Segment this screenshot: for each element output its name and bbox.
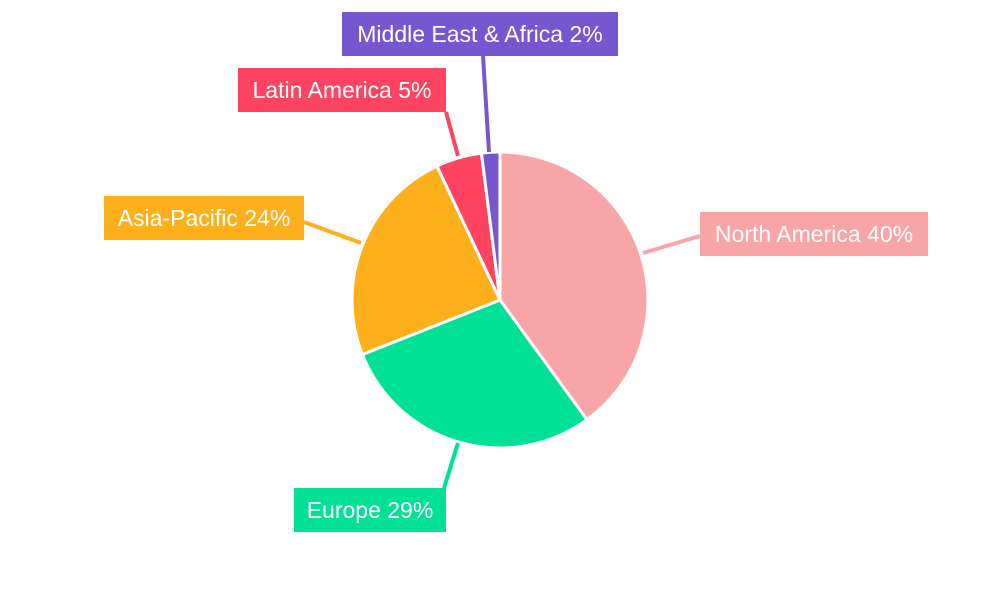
label-box: [342, 12, 618, 56]
leader-line: [481, 55, 491, 153]
label-box: [294, 488, 446, 532]
leader-line: [303, 220, 362, 245]
pie-slice-middle-east-and-africa[interactable]: [479, 150, 502, 302]
pie-slice-north-america[interactable]: [498, 150, 650, 422]
label-text: Asia-Pacific 24%: [118, 205, 291, 231]
pie-slices: [350, 150, 650, 450]
leader-line: [642, 234, 701, 255]
leader-line: [444, 111, 460, 157]
label-text: Middle East & Africa 2%: [357, 21, 602, 47]
label-box: [700, 212, 928, 256]
slice-label-asia-pacific: Asia-Pacific 24%: [104, 196, 362, 245]
leader-line: [442, 442, 460, 489]
slice-label-north-america: North America 40%: [642, 212, 928, 256]
label-box: [104, 196, 304, 240]
slice-label-middle-east-and-africa: Middle East & Africa 2%: [342, 12, 618, 153]
label-box: [238, 68, 446, 112]
label-text: Latin America 5%: [253, 77, 432, 103]
slice-labels: North America 40% Europe 29% Asia-Pacific …: [104, 12, 928, 532]
pie-slice-europe[interactable]: [360, 298, 589, 450]
slice-label-latin-america: Latin America 5%: [238, 68, 460, 157]
pie-slice-asia-pacific[interactable]: [350, 164, 502, 356]
label-text: Europe 29%: [307, 497, 434, 523]
slice-label-europe: Europe 29%: [294, 442, 460, 532]
label-text: North America 40%: [715, 221, 913, 247]
